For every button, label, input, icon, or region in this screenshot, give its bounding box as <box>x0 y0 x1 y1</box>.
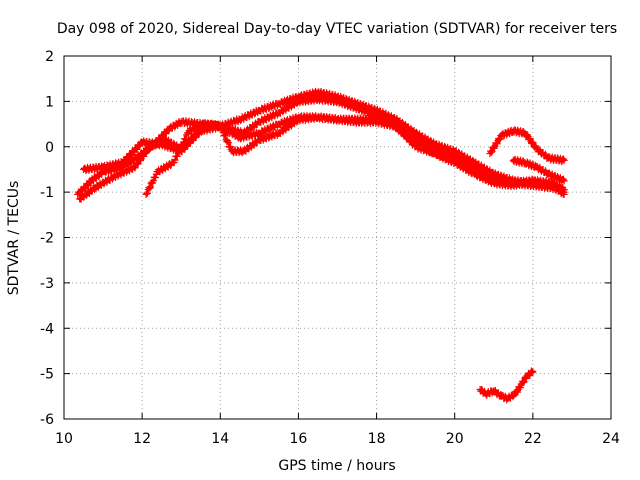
data-point <box>133 160 141 168</box>
y-tick-label: -1 <box>40 185 54 201</box>
data-point <box>144 189 152 197</box>
data-point <box>173 152 181 160</box>
data-point <box>142 149 150 157</box>
y-tick-label: -4 <box>40 321 54 337</box>
x-tick-label: 16 <box>290 431 308 447</box>
data-point <box>490 143 498 151</box>
data-point <box>176 147 184 155</box>
data-point <box>176 146 184 154</box>
data-point <box>131 164 139 172</box>
y-tick-label: -5 <box>40 367 54 383</box>
data-point <box>560 186 568 194</box>
y-tick-label: 2 <box>45 49 54 65</box>
data-point <box>136 155 144 163</box>
x-tick-label: 18 <box>368 431 386 447</box>
data-point <box>224 139 232 147</box>
data-point <box>221 131 229 139</box>
grid <box>64 56 611 419</box>
data-point <box>529 367 537 375</box>
data-point <box>148 178 156 186</box>
data-point <box>487 148 495 156</box>
data-point <box>559 156 567 164</box>
data-point <box>559 175 567 183</box>
y-tick-label: -6 <box>40 412 54 428</box>
data-point <box>124 154 132 162</box>
data-point <box>221 132 229 140</box>
y-tick-label: 0 <box>45 140 54 156</box>
y-axis-label: SDTVAR / TECUs <box>6 181 22 296</box>
data-point <box>182 135 190 143</box>
data-point <box>171 156 179 164</box>
x-tick-label: 22 <box>524 431 542 447</box>
x-tick-label: 14 <box>211 431 229 447</box>
data-point <box>493 140 501 148</box>
data-point <box>227 143 235 151</box>
data-point <box>398 128 406 136</box>
data-point <box>146 184 154 192</box>
series-track-d <box>142 112 568 198</box>
data-point <box>528 368 536 376</box>
data-point <box>496 135 504 143</box>
data-point <box>559 155 567 163</box>
y-tick-label: -2 <box>40 231 54 247</box>
y-tick-label: 1 <box>45 94 54 110</box>
data-point <box>560 177 568 185</box>
x-tick-label: 24 <box>602 431 620 447</box>
data-point <box>180 138 188 146</box>
data-point <box>152 174 160 182</box>
x-tick-label: 20 <box>446 431 464 447</box>
data-point <box>136 142 144 150</box>
data-points <box>74 87 568 404</box>
data-point <box>223 138 231 146</box>
data-point <box>142 190 150 198</box>
chart-title: Day 098 of 2020, Sidereal Day-to-day VTE… <box>57 21 617 37</box>
y-tick-label: -3 <box>40 276 54 292</box>
data-point <box>519 378 527 386</box>
data-point <box>513 387 521 395</box>
series-track-g <box>476 367 537 404</box>
data-point <box>218 125 226 133</box>
x-tick-label: 10 <box>55 431 73 447</box>
x-axis-label: GPS time / hours <box>278 458 395 474</box>
data-point <box>146 183 154 191</box>
series-track-f <box>509 155 568 185</box>
data-point <box>560 156 568 164</box>
series-track-e <box>486 126 568 166</box>
x-tick-label: 12 <box>133 431 151 447</box>
